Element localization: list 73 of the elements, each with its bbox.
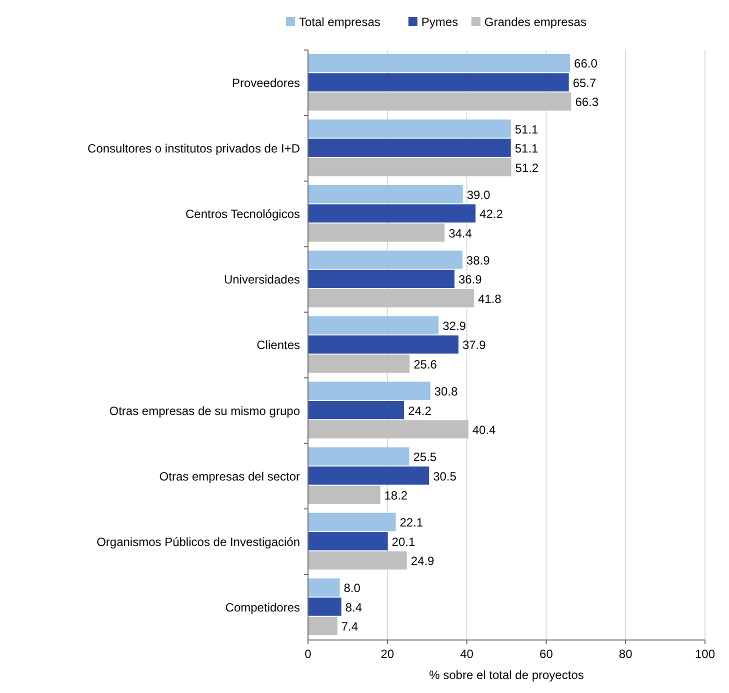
data-label: 39.0 — [466, 188, 491, 202]
data-label: 30.5 — [433, 469, 457, 484]
bar — [308, 119, 511, 138]
legend-label: Total empresas — [299, 15, 380, 30]
bar — [308, 54, 570, 72]
data-label: 65.7 — [572, 76, 597, 90]
bar — [308, 270, 454, 288]
y-tick-label: Clientes — [256, 338, 300, 352]
data-label: 8.4 — [345, 600, 362, 614]
data-label: 51.1 — [514, 142, 539, 156]
bar — [308, 73, 569, 92]
data-label: 8.0 — [344, 581, 361, 596]
legend-label: Pymes — [421, 15, 458, 30]
bar — [308, 138, 511, 157]
bar — [308, 447, 410, 466]
x-tick-label: 80 — [618, 647, 633, 661]
data-label: 66.0 — [574, 56, 598, 71]
bar — [308, 92, 572, 111]
data-label: 66.3 — [575, 95, 599, 110]
legend-label: Grandes empresas — [484, 15, 586, 30]
x-axis-title: % sobre el total de proyectos — [429, 668, 584, 682]
x-tick-label: 40 — [460, 647, 474, 661]
data-label: 51.2 — [515, 160, 539, 175]
bar — [308, 616, 338, 636]
bar — [308, 420, 468, 438]
data-label: 24.2 — [408, 404, 432, 418]
bar — [308, 354, 410, 373]
data-label: 30.8 — [434, 384, 458, 399]
data-label: 20.1 — [392, 534, 416, 549]
bar — [308, 158, 512, 176]
bar — [308, 578, 340, 597]
y-tick-label: Proveedores — [232, 76, 300, 90]
bar — [308, 382, 430, 400]
data-label: 36.9 — [458, 272, 482, 287]
y-tick-label: Centros Tecnológicos — [185, 207, 300, 222]
bar — [308, 316, 439, 334]
x-tick-label: 20 — [380, 647, 394, 661]
x-tick-label: 100 — [694, 647, 716, 661]
bar — [308, 532, 388, 550]
data-label: 32.9 — [442, 318, 466, 333]
data-label: 25.5 — [413, 450, 437, 464]
bar — [308, 185, 463, 204]
bar — [308, 598, 342, 616]
bar — [308, 289, 474, 308]
bar — [308, 512, 396, 532]
bar — [308, 551, 407, 570]
data-label: 25.6 — [414, 357, 438, 372]
data-label: 40.4 — [472, 422, 496, 437]
y-tick-label: Competidores — [225, 600, 300, 614]
data-label: 38.9 — [466, 253, 490, 268]
data-label: 18.2 — [384, 488, 408, 503]
data-label: 34.4 — [448, 226, 472, 240]
data-label: 51.1 — [514, 122, 539, 136]
bar — [308, 466, 430, 485]
x-tick-label: 0 — [304, 647, 312, 661]
bar — [308, 224, 445, 242]
bar — [308, 400, 404, 420]
bar — [308, 486, 380, 504]
bar — [308, 335, 458, 354]
y-tick-label: Otras empresas de su mismo grupo — [109, 404, 300, 418]
data-label: 41.8 — [478, 292, 502, 306]
y-tick-label: Organismos Públicos de Investigación — [96, 534, 300, 549]
y-tick-label: Universidades — [224, 272, 300, 287]
data-label: 7.4 — [341, 620, 358, 634]
data-label: 24.9 — [410, 554, 435, 568]
data-label: 22.1 — [400, 516, 424, 530]
data-label: 42.2 — [480, 207, 504, 222]
bar — [308, 250, 462, 269]
y-tick-label: Otras empresas del sector — [159, 469, 300, 484]
bar — [308, 204, 476, 223]
y-tick-label: Consultores o institutos privados de I+D — [88, 142, 300, 156]
x-tick-label: 60 — [540, 647, 554, 661]
data-label: 37.9 — [462, 338, 486, 352]
